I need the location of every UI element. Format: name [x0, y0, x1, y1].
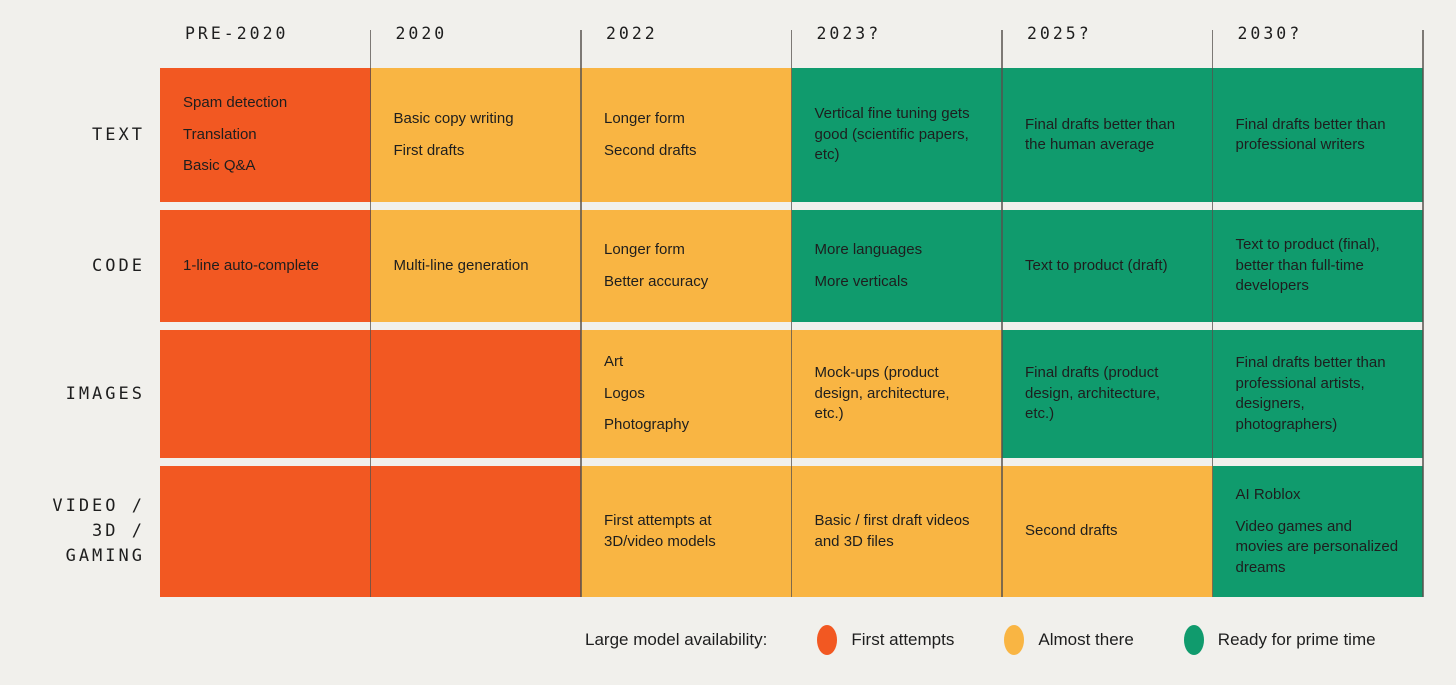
- cell-text: Final drafts better than the human avera…: [1025, 115, 1176, 154]
- grid-line: [1001, 30, 1003, 597]
- cell-text: More languages: [814, 241, 923, 258]
- table-cell: Mock-ups (product design, architecture, …: [791, 330, 1002, 458]
- row-label-line: CODE: [92, 255, 145, 276]
- cell-text: Longer form: [604, 241, 685, 258]
- table-cell: Text to product (final), better than ful…: [1212, 210, 1423, 322]
- grid-line: [369, 30, 372, 597]
- legend-entry-label: Ready for prime time: [1217, 630, 1376, 649]
- row-label-line: GAMING: [65, 546, 145, 566]
- cell-text: Vertical fine tuning gets good (scientif…: [814, 105, 970, 164]
- legend-entry-label: First attempts: [851, 630, 955, 649]
- cell-text: Final drafts better than professional ar…: [1235, 354, 1386, 433]
- row-label-line: VIDEO /: [52, 496, 145, 516]
- table-cell: Final drafts better than the human avera…: [1002, 68, 1213, 202]
- cell-text: Final drafts (product design, architectu…: [1025, 364, 1161, 423]
- table-cell: [160, 466, 371, 597]
- cell-text: First attempts at 3D/video models: [604, 512, 716, 550]
- table-cell: Basic / first draft videos and 3D files: [791, 466, 1002, 597]
- table-cell: [160, 330, 371, 458]
- cell-text: AI Roblox: [1235, 486, 1301, 503]
- table-cell: Basic copy writing First drafts: [370, 68, 581, 202]
- cell-text: Basic copy writing: [393, 110, 514, 127]
- legend-dot-almost-there-icon: [1004, 625, 1025, 655]
- row-label-line: IMAGES: [65, 383, 145, 404]
- grid-line: [790, 30, 793, 597]
- table-cell: Final drafts better than professional ar…: [1212, 330, 1423, 458]
- cell-text: Video games and movies are personalized …: [1235, 517, 1399, 576]
- cell-text: Second drafts: [1025, 522, 1118, 540]
- cell-text: Second drafts: [604, 141, 697, 159]
- grid-line: [580, 30, 582, 597]
- legend: Large model availability: First attempts…: [585, 620, 1376, 660]
- cell-text: 1-line auto-complete: [183, 256, 319, 274]
- column-header-4: 2023?: [816, 24, 882, 43]
- legend-label: Large model availability:: [585, 630, 768, 649]
- cell-text: Text to product (draft): [1025, 256, 1168, 274]
- table-cell: Art Logos Photography: [581, 330, 792, 458]
- cell-text: Mock-ups (product design, architecture, …: [814, 364, 950, 423]
- cell-text: Basic / first draft videos and 3D files: [814, 512, 970, 550]
- legend-entry: Almost there: [1004, 625, 1134, 655]
- cell-text: Multi-line generation: [393, 256, 529, 274]
- capability-table: TEXT Spam detection Translation Basic Q&A Ba…: [0, 68, 1423, 597]
- legend-entry: Ready for prime time: [1183, 625, 1376, 655]
- table-cell: Longer form Second drafts: [581, 68, 792, 202]
- column-header-6: 2030?: [1237, 24, 1303, 43]
- cell-text: Better accuracy: [604, 272, 709, 290]
- cell-text: First drafts: [393, 141, 465, 159]
- table-cell: First attempts at 3D/video models: [581, 466, 792, 597]
- table-cell: Text to product (draft): [1002, 210, 1213, 322]
- table-cell: [370, 466, 581, 597]
- cell-text: Basic Q&A: [183, 157, 256, 175]
- table-cell: [370, 330, 581, 458]
- cell-text: Text to product (final), better than ful…: [1235, 236, 1380, 295]
- table-cell: Multi-line generation: [370, 210, 581, 322]
- column-header-5: 2025?: [1027, 24, 1092, 43]
- grid-line: [1422, 30, 1424, 597]
- cell-text: Spam detection: [183, 94, 288, 112]
- row-label-line: 3D /: [92, 521, 145, 541]
- table-cell: Final drafts (product design, architectu…: [1002, 330, 1213, 458]
- grid-line: [1211, 30, 1214, 597]
- column-header-2: 2020: [395, 24, 448, 43]
- table-header: PRE-2020 2020 2022 2023? 2025? 2030?: [160, 20, 1423, 48]
- cell-text: Final drafts better than professional wr…: [1235, 115, 1386, 154]
- table-cell: 1-line auto-complete: [160, 210, 371, 322]
- cell-text: Translation: [183, 125, 257, 143]
- column-header-3: 2022: [606, 24, 658, 43]
- legend-dot-ready-icon: [1183, 625, 1204, 655]
- cell-text: Photography: [604, 416, 690, 434]
- legend-entry-label: Almost there: [1038, 630, 1134, 649]
- cell-text: Art: [604, 353, 624, 371]
- column-header-1: PRE-2020: [185, 24, 289, 43]
- legend-dot-first-attempts-icon: [817, 625, 838, 655]
- table-cell: Second drafts: [1002, 466, 1213, 597]
- row-label: VIDEO / 3D / GAMING: [0, 466, 160, 597]
- row-label-line: TEXT: [92, 124, 145, 145]
- cell-text: Longer form: [604, 110, 685, 127]
- row-label: CODE: [0, 210, 160, 322]
- table-cell: Final drafts better than professional wr…: [1212, 68, 1423, 202]
- table-cell: Spam detection Translation Basic Q&A: [160, 68, 371, 202]
- cell-text: Logos: [604, 384, 645, 402]
- table-cell: AI Roblox Video games and movies are pers…: [1212, 466, 1423, 597]
- table-cell: More languages More verticals: [791, 210, 1002, 322]
- legend-entry: First attempts: [817, 625, 954, 655]
- cell-text: More verticals: [814, 272, 908, 290]
- row-label: TEXT: [0, 68, 160, 202]
- row-label: IMAGES: [0, 330, 160, 458]
- table-cell: Vertical fine tuning gets good (scientif…: [791, 68, 1002, 202]
- table-cell: Longer form Better accuracy: [581, 210, 792, 322]
